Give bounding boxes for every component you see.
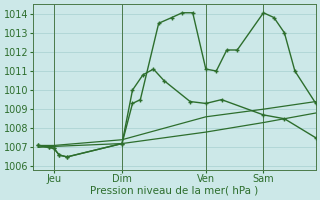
X-axis label: Pression niveau de la mer( hPa ): Pression niveau de la mer( hPa ) <box>90 186 259 196</box>
